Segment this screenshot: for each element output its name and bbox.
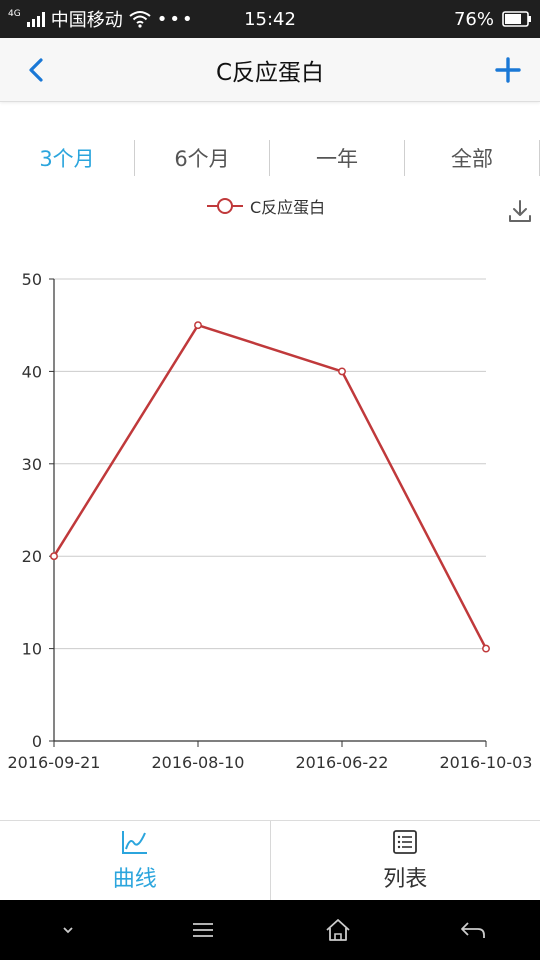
legend-line-marker-icon: [207, 198, 243, 214]
x-tick-label: 2016-06-22: [296, 753, 389, 772]
data-point: [194, 321, 202, 330]
plus-icon: [495, 57, 521, 83]
back-button[interactable]: [18, 52, 54, 88]
list-icon: [393, 829, 418, 854]
battery-icon: [502, 11, 531, 27]
y-tick-label: 0: [32, 732, 42, 751]
line-chart: 0 10 20 30 40 50 2016-09-21 2016-08-10 2016-06-2…: [8, 270, 533, 772]
y-tick-label: 20: [22, 547, 42, 566]
y-tick-label: 30: [22, 455, 42, 474]
y-tick-label: 40: [22, 362, 42, 381]
x-tick-label: 2016-10-03: [440, 753, 533, 772]
back-arrow-icon: [460, 922, 485, 938]
menu-icon: [192, 923, 213, 937]
nav-back-button[interactable]: [453, 910, 493, 950]
signal-icon: [26, 11, 45, 27]
carrier-name: 中国移动: [50, 10, 123, 31]
data-point: [50, 552, 58, 561]
y-tick-label: 10: [22, 640, 42, 659]
range-tabs: 3个月 6个月 一年 全部: [0, 140, 540, 176]
home-icon: [325, 919, 350, 941]
tab-3-months[interactable]: 3个月: [0, 140, 135, 176]
tab-list-label: 列表: [383, 866, 428, 892]
app-header: C反应蛋白: [0, 38, 540, 102]
bottom-tab-bar: 曲线 列表: [0, 820, 540, 900]
network-badge: 4G: [8, 8, 21, 19]
nav-collapse-button[interactable]: [48, 910, 88, 950]
x-tick-label: 2016-08-10: [152, 753, 245, 772]
line-chart-icon: [121, 830, 147, 854]
tab-list[interactable]: 列表: [271, 821, 540, 900]
nav-menu-button[interactable]: [183, 910, 223, 950]
data-point: [338, 367, 346, 376]
system-nav-bar: [0, 900, 540, 960]
x-tick-label: 2016-09-21: [8, 753, 101, 772]
chevron-left-icon: [29, 58, 43, 82]
tab-one-year[interactable]: 一年: [270, 140, 405, 176]
tab-curve-label: 曲线: [112, 866, 157, 892]
y-tick-label: 50: [22, 270, 42, 289]
tab-all[interactable]: 全部: [405, 140, 540, 176]
legend-label: C反应蛋白: [250, 198, 326, 217]
status-left: 4G 中国移动 •••: [8, 0, 195, 38]
add-button[interactable]: [490, 52, 526, 88]
status-bar: 4G 中国移动 ••• 15:42 76%: [0, 0, 540, 38]
chevron-down-icon: [62, 927, 73, 934]
status-time: 15:42: [244, 8, 296, 30]
chart-legend[interactable]: C反应蛋白: [206, 194, 325, 218]
page-title: C反应蛋白: [215, 60, 325, 86]
nav-home-button[interactable]: [318, 910, 358, 950]
battery-percent: 76%: [453, 8, 494, 30]
status-right: 76%: [454, 0, 532, 38]
series-line: [52, 323, 488, 650]
download-icon[interactable]: [506, 198, 534, 226]
data-point: [482, 644, 490, 653]
tab-6-months[interactable]: 6个月: [135, 140, 270, 176]
more-indicator: •••: [156, 8, 195, 30]
wifi-icon: [129, 11, 151, 28]
tab-curve[interactable]: 曲线: [0, 821, 271, 900]
